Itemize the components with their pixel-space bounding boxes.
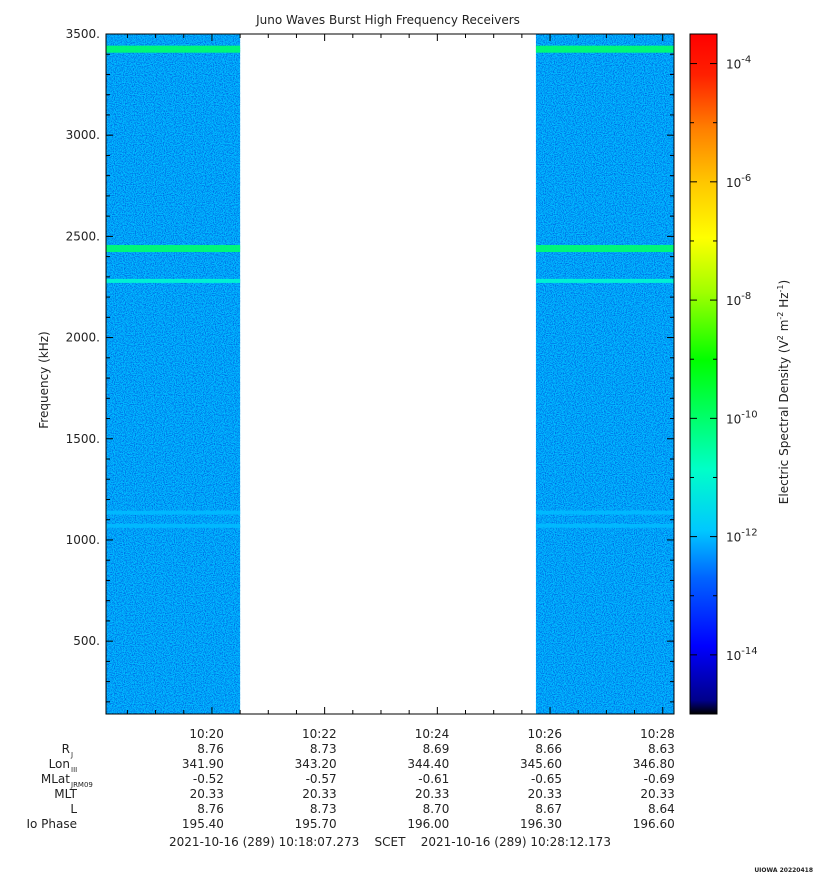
ephemeris-value: 196.60 — [633, 817, 675, 831]
colorbar-tick-label: 10-6 — [726, 173, 751, 190]
ephemeris-value: -0.65 — [531, 772, 562, 786]
y-tick-label: 1500. — [66, 432, 100, 446]
ephemeris-value: 8.76 — [197, 802, 224, 816]
ephemeris-row-label-subscript: J — [70, 751, 73, 759]
ephemeris-value: 8.64 — [648, 802, 675, 816]
colorbar-frame — [689, 33, 718, 715]
ephemeris-row-label: MLT — [54, 787, 77, 801]
ephemeris-value: 8.76 — [197, 742, 224, 756]
emission-band — [106, 45, 241, 53]
spectrogram-plot-area — [105, 33, 675, 715]
ephemeris-value: 8.70 — [423, 802, 450, 816]
x-tick-label: 10:26 — [527, 727, 562, 741]
emission-band — [535, 523, 674, 528]
colorbar-tick-label: 10-8 — [726, 291, 751, 308]
ephemeris-row-label: Lon — [49, 757, 70, 771]
ephemeris-value: 8.73 — [310, 742, 337, 756]
ephemeris-value: 195.70 — [295, 817, 337, 831]
ephemeris-row-label: MLat — [41, 772, 70, 786]
y-tick-label: 2500. — [66, 229, 100, 243]
emission-band — [106, 523, 241, 528]
x-tick-label: 10:20 — [189, 727, 224, 741]
time-range-footer: 2021-10-16 (289) 10:18:07.273 SCET 2021-… — [169, 835, 611, 849]
ephemeris-row-label: L — [70, 802, 77, 816]
frequency-axis-label: Frequency (kHz) — [37, 331, 51, 428]
x-tick-label: 10:22 — [302, 727, 337, 741]
time-axis: 10:20 10:22 10:24 10:26 10:28 — [126, 34, 675, 741]
ephemeris-value: 8.73 — [310, 802, 337, 816]
ephemeris-row-label-subscript: III — [71, 766, 77, 774]
ephemeris-value: 341.90 — [182, 757, 224, 771]
ephemeris-value: 195.40 — [182, 817, 224, 831]
ephemeris-value: 20.33 — [302, 787, 336, 801]
ephemeris-row-label-subscript: JRM09 — [70, 781, 93, 789]
x-tick-label: 10:28 — [640, 727, 675, 741]
data-segment-2 — [535, 34, 674, 714]
data-segment-1 — [106, 34, 241, 714]
emission-band — [106, 278, 241, 283]
frequency-axis: 3500. 3000. 2500. 2000. 1500. 1000. 500. — [66, 27, 674, 703]
emission-band — [535, 510, 674, 515]
colorbar-label: Electric Spectral Density (V2 m-2 Hz-1) — [776, 280, 791, 504]
y-tick-label: 3500. — [66, 27, 100, 41]
ephemeris-value: 8.63 — [648, 742, 675, 756]
segment-noise-texture — [535, 34, 674, 714]
y-tick-label: 3000. — [66, 128, 100, 142]
ephemeris-value: 196.30 — [520, 817, 562, 831]
ephemeris-row-label: R — [62, 742, 70, 756]
credit-stamp: UIOWA 20220418 — [754, 867, 813, 874]
ephemeris-value: 20.33 — [190, 787, 224, 801]
emission-band — [106, 510, 241, 515]
ephemeris-value: 8.69 — [423, 742, 450, 756]
ephemeris-value: -0.57 — [306, 772, 337, 786]
colorbar: 10-4 10-6 10-8 10-10 10-12 10-14 Electric Spec… — [689, 33, 791, 715]
segment-noise-texture — [106, 34, 241, 714]
ephemeris-value: 345.60 — [520, 757, 562, 771]
chart-title: Juno Waves Burst High Frequency Receiver… — [255, 13, 520, 27]
y-tick-label: 2000. — [66, 331, 100, 345]
ephemeris-value: -0.52 — [193, 772, 224, 786]
y-tick-label: 500. — [73, 634, 100, 648]
ephemeris-table: R J 8.76 8.73 8.69 8.66 8.63 Lon III 341.90 343.20… — [26, 742, 674, 831]
colorbar-tick-label: 10-10 — [726, 409, 758, 426]
emission-band — [106, 245, 241, 253]
emission-band — [535, 278, 674, 283]
colorbar-tick-label: 10-12 — [726, 528, 758, 545]
ephemeris-row-label: Io Phase — [26, 817, 77, 831]
emission-band — [535, 45, 674, 53]
ephemeris-value: -0.61 — [418, 772, 449, 786]
ephemeris-value: 343.20 — [295, 757, 337, 771]
colorbar-tick-label: 10-14 — [726, 646, 758, 663]
ephemeris-value: 20.33 — [415, 787, 449, 801]
ephemeris-value: -0.69 — [644, 772, 675, 786]
colorbar-gradient-strip — [690, 34, 717, 714]
emission-band — [535, 245, 674, 253]
ephemeris-value: 344.40 — [407, 757, 449, 771]
plot-frame — [105, 33, 675, 715]
colorbar-tick-label: 10-4 — [726, 55, 751, 72]
ephemeris-value: 8.67 — [535, 802, 562, 816]
ephemeris-value: 20.33 — [640, 787, 674, 801]
ephemeris-value: 8.66 — [535, 742, 562, 756]
ephemeris-value: 20.33 — [528, 787, 562, 801]
ephemeris-value: 346.80 — [633, 757, 675, 771]
y-tick-label: 1000. — [66, 533, 100, 547]
ephemeris-value: 196.00 — [407, 817, 449, 831]
x-tick-label: 10:24 — [415, 727, 450, 741]
